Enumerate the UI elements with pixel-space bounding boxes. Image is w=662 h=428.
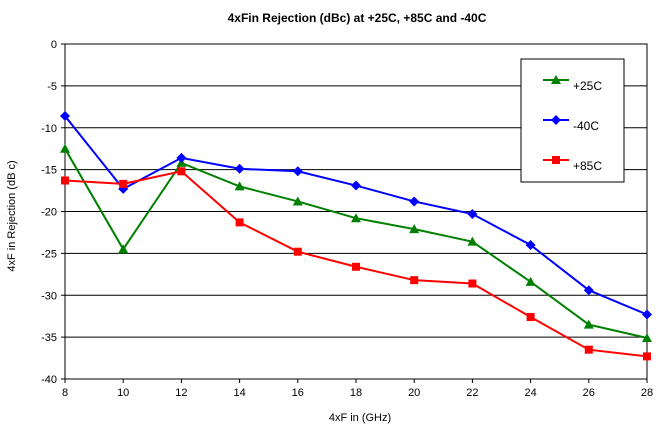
data-point-triangle xyxy=(583,319,594,329)
data-point-diamond xyxy=(176,152,187,163)
x-tick-label: 26 xyxy=(583,387,595,399)
data-point-diamond xyxy=(234,163,245,174)
data-point-square xyxy=(61,176,69,185)
y-tick-label: 0 xyxy=(51,39,57,51)
data-point-triangle xyxy=(551,75,561,84)
data-point-diamond xyxy=(409,196,420,207)
data-point-diamond xyxy=(642,309,652,320)
x-tick-label: 16 xyxy=(292,387,304,399)
data-point-triangle xyxy=(467,236,478,246)
legend-item: +25C xyxy=(543,75,602,93)
x-tick-label: 24 xyxy=(524,387,536,399)
y-tick-label: -35 xyxy=(41,332,57,344)
data-point-square xyxy=(293,247,302,256)
y-tick-label: -30 xyxy=(41,290,57,302)
data-point-triangle xyxy=(642,332,652,342)
data-point-diamond xyxy=(551,115,561,125)
legend-item: -40C xyxy=(543,115,599,133)
x-tick-label: 10 xyxy=(117,387,129,399)
data-point-triangle xyxy=(525,276,536,286)
series-1 xyxy=(60,111,652,320)
legend: +25C -40C +85C xyxy=(520,58,625,183)
data-point-diamond xyxy=(292,166,303,177)
data-point-square xyxy=(177,167,186,176)
y-tick-label: -10 xyxy=(41,123,57,135)
y-tick-label: -40 xyxy=(41,374,57,386)
series-2 xyxy=(61,167,651,361)
data-point-diamond xyxy=(583,285,594,296)
data-point-square xyxy=(468,279,477,288)
chart-title: 4xFin Rejection (dBc) at +25C, +85C and … xyxy=(228,11,487,25)
x-tick-label: 14 xyxy=(233,387,245,399)
y-axis-label: 4xF in Rejection (dB c) xyxy=(6,160,18,271)
data-point-square xyxy=(410,276,419,285)
legend-box xyxy=(520,58,625,183)
data-point-triangle xyxy=(409,224,420,234)
data-point-diamond xyxy=(60,111,70,122)
x-axis-ticks: 8 10 12 14 16 18 20 22 24 26 28 xyxy=(62,379,653,399)
x-tick-label: 28 xyxy=(641,387,653,399)
data-point-square xyxy=(352,262,360,271)
data-point-square xyxy=(235,218,244,227)
x-tick-label: 12 xyxy=(175,387,187,399)
data-point-square xyxy=(584,345,593,354)
x-tick-label: 22 xyxy=(466,387,478,399)
x-tick-label: 18 xyxy=(350,387,362,399)
series-group xyxy=(60,111,652,361)
x-tick-label: 20 xyxy=(408,387,420,399)
y-tick-label: -20 xyxy=(41,207,57,219)
data-point-diamond xyxy=(467,209,478,220)
data-point-square xyxy=(119,179,128,188)
y-tick-label: -15 xyxy=(41,165,57,177)
data-point-diamond xyxy=(351,180,361,191)
legend-label: +25C xyxy=(573,79,602,93)
y-tick-label: -25 xyxy=(41,248,57,260)
data-point-square xyxy=(643,352,651,361)
data-point-triangle xyxy=(118,244,129,254)
data-point-square xyxy=(526,313,535,322)
legend-label: +85C xyxy=(573,159,602,173)
data-point-diamond xyxy=(525,240,536,250)
data-point-triangle xyxy=(292,196,303,206)
y-axis-ticks: 0 -5 -10 -15 -20 -25 -30 -35 -40 xyxy=(41,39,65,386)
data-point-square xyxy=(552,156,560,164)
data-point-triangle xyxy=(234,181,245,191)
legend-label: -40C xyxy=(573,119,599,133)
x-axis-label: 4xF in (GHz) xyxy=(329,412,391,424)
x-tick-label: 8 xyxy=(62,387,68,399)
data-point-triangle xyxy=(351,213,361,223)
y-tick-label: -5 xyxy=(47,81,57,93)
data-point-triangle xyxy=(60,143,70,153)
legend-item: +85C xyxy=(543,156,602,173)
